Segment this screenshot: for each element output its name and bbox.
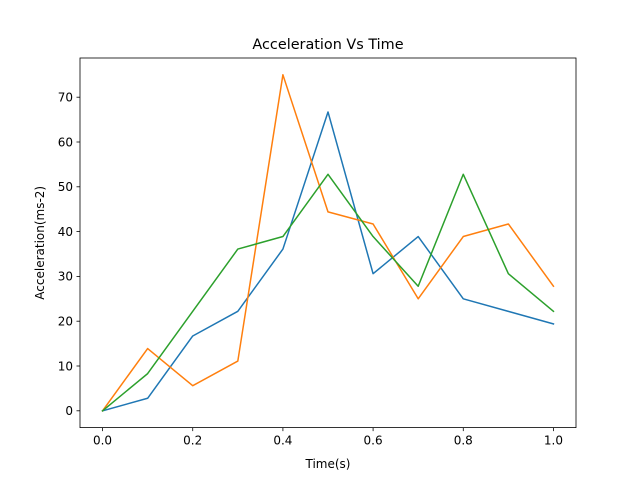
y-tick-label: 10	[58, 359, 73, 373]
series-line-1	[101, 111, 555, 412]
axes-frame	[79, 57, 577, 429]
plot-area	[101, 74, 555, 412]
series-line-3	[101, 173, 555, 412]
x-tick-label: 0.2	[183, 434, 202, 448]
y-tick-label: 30	[58, 270, 73, 284]
chart-title: Acceleration Vs Time	[252, 37, 403, 53]
x-tick-label: 0.4	[273, 434, 292, 448]
x-tick-label: 1.0	[544, 434, 563, 448]
y-tick-label: 70	[58, 91, 73, 105]
y-tick-label: 60	[58, 135, 73, 149]
y-tick-label: 0	[65, 404, 73, 418]
x-tick-label: 0.8	[454, 434, 473, 448]
series-line-2	[101, 74, 555, 412]
y-tick-label: 20	[58, 315, 73, 329]
y-tick-label: 50	[58, 180, 73, 194]
y-tick-label: 40	[58, 225, 73, 239]
x-tick-label: 0.0	[93, 434, 112, 448]
y-axis-label: Acceleration(ms-2)	[33, 186, 47, 300]
x-axis-label: Time(s)	[305, 457, 351, 471]
x-tick-label: 0.6	[364, 434, 383, 448]
